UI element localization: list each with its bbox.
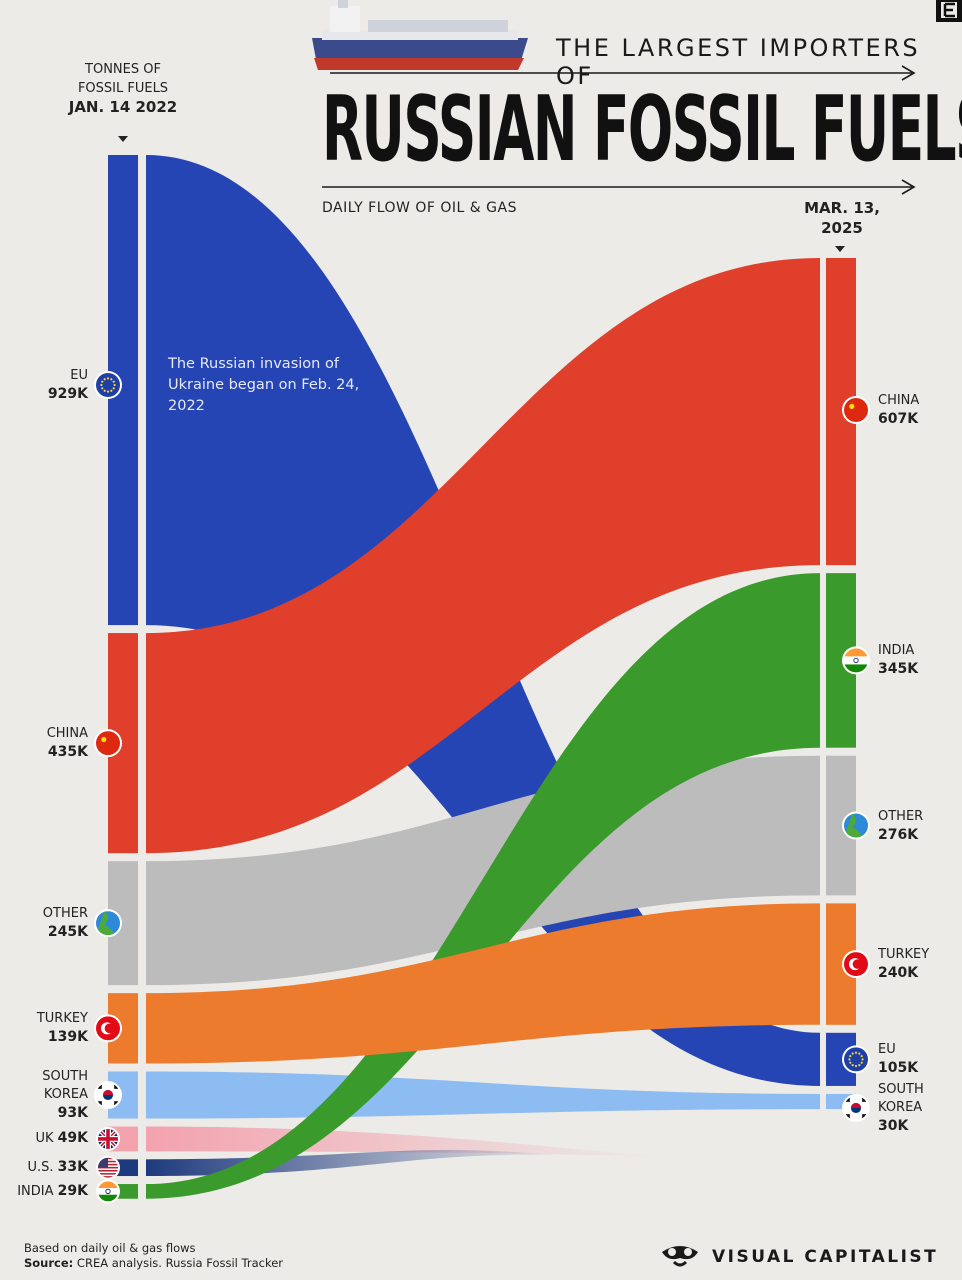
label-value: 105K	[878, 1060, 919, 1077]
label-value: 139K	[47, 1029, 88, 1046]
label-value: 240K	[878, 965, 919, 982]
label-value: 435K	[47, 744, 88, 761]
label-name: CHINA	[46, 726, 88, 742]
label-name: UK	[35, 1131, 58, 1147]
label-name: U.S.	[27, 1160, 58, 1176]
right-label-china: CHINA 607K	[878, 392, 919, 428]
brand-name: VISUAL CAPITALIST	[712, 1247, 939, 1267]
label-value: 276K	[878, 826, 919, 843]
left-axis-header: TONNES OF FOSSIL FUELS JAN. 14 2022	[60, 60, 186, 117]
china-flag-icon	[842, 396, 870, 424]
label-name: TURKEY	[36, 1011, 88, 1027]
label-value: 29K	[57, 1182, 88, 1199]
right-label-india: INDIA 345K	[878, 642, 918, 678]
uk-flag-icon	[96, 1126, 120, 1151]
china-flag-icon	[94, 729, 122, 758]
unit-line-1: TONNES OF	[85, 62, 161, 77]
flow-turkey	[146, 903, 820, 1064]
label-value: 607K	[878, 411, 919, 427]
left-label-uk: UK 49K	[35, 1129, 88, 1148]
label-name: OTHER	[878, 808, 924, 824]
flow-other	[146, 755, 820, 986]
india-flag-icon	[96, 1179, 120, 1204]
right-label-south_korea: SOUTH KOREA 30K	[878, 1081, 924, 1135]
label-name: INDIA	[878, 643, 915, 659]
label-name: CHINA	[878, 393, 920, 408]
south-korea-flag-icon	[94, 1081, 122, 1110]
label-name: SOUTH	[42, 1069, 88, 1085]
left-label-us: U.S. 33K	[27, 1158, 88, 1177]
right-label-eu: EU 105K	[878, 1041, 918, 1077]
eu-flag-icon	[94, 371, 122, 399]
label-value: 49K	[57, 1130, 88, 1147]
header-arrows	[322, 65, 916, 195]
visual-capitalist-logo-icon	[662, 1246, 698, 1267]
left-label-south_korea: SOUTH KOREA 93K	[42, 1068, 88, 1122]
left-label-china: CHINA 435K	[47, 725, 88, 761]
label-name: OTHER	[42, 906, 88, 922]
tanker-ship-icon	[312, 0, 528, 70]
right-label-other: OTHER 276K	[878, 808, 923, 844]
label-value: 929K	[47, 386, 88, 402]
left-date: JAN. 14 2022	[68, 98, 178, 116]
south-korea-flag-icon	[842, 1094, 870, 1122]
flow-us	[146, 1150, 560, 1177]
globe-icon	[842, 811, 870, 840]
footnote-note: Based on daily oil & gas flows	[24, 1241, 196, 1255]
page-title: RUSSIAN FOSSIL FUELS	[322, 76, 962, 181]
eu-flag-icon	[842, 1045, 870, 1074]
us-flag-icon	[96, 1155, 120, 1180]
flow-china	[146, 258, 820, 854]
right-label-turkey: TURKEY 240K	[878, 946, 929, 982]
label-value: 93K	[57, 1105, 88, 1122]
label-name: INDIA	[17, 1183, 58, 1199]
right-date-line-1: MAR. 13,	[804, 199, 880, 217]
supertitle: THE LARGEST IMPORTERS OF	[556, 34, 921, 90]
left-label-turkey: TURKEY 139K	[37, 1010, 88, 1046]
india-flag-icon	[842, 646, 870, 675]
left-date-arrow	[118, 136, 128, 142]
right-date-line-2: 2025	[821, 219, 863, 237]
left-label-other: OTHER 245K	[43, 905, 88, 941]
turkey-flag-icon	[94, 1014, 122, 1043]
label-value: 30K	[878, 1118, 909, 1134]
turkey-flag-icon	[842, 950, 870, 979]
label-name: KOREA	[878, 1100, 923, 1115]
label-value: 345K	[878, 661, 919, 678]
label-name: SOUTH	[878, 1082, 924, 1097]
footnote: Based on daily oil & gas flows Source: C…	[24, 1241, 283, 1271]
label-name: EU	[878, 1042, 896, 1058]
left-label-india: INDIA 29K	[17, 1182, 88, 1201]
right-axis-header: MAR. 13, 2025	[790, 198, 894, 238]
source-text: CREA analysis. Russia Fossil Tracker	[76, 1256, 284, 1270]
flow-south_korea	[146, 1071, 820, 1119]
invasion-annotation: The Russian invasion of Ukraine began on…	[168, 356, 360, 414]
label-name: EU	[70, 368, 88, 383]
flow-india	[146, 573, 820, 1199]
corner-badge	[936, 0, 962, 22]
globe-icon	[94, 909, 122, 938]
right-date-arrow	[835, 246, 845, 252]
left-label-eu: EU 929K	[48, 367, 88, 403]
source-label: Source:	[24, 1256, 74, 1270]
label-name: TURKEY	[878, 947, 930, 963]
label-value: 245K	[47, 924, 88, 941]
subtitle: DAILY FLOW OF OIL & GAS	[322, 200, 517, 216]
unit-line-2: FOSSIL FUELS	[77, 81, 169, 96]
label-value: 33K	[57, 1159, 88, 1176]
label-name: KOREA	[43, 1087, 88, 1103]
